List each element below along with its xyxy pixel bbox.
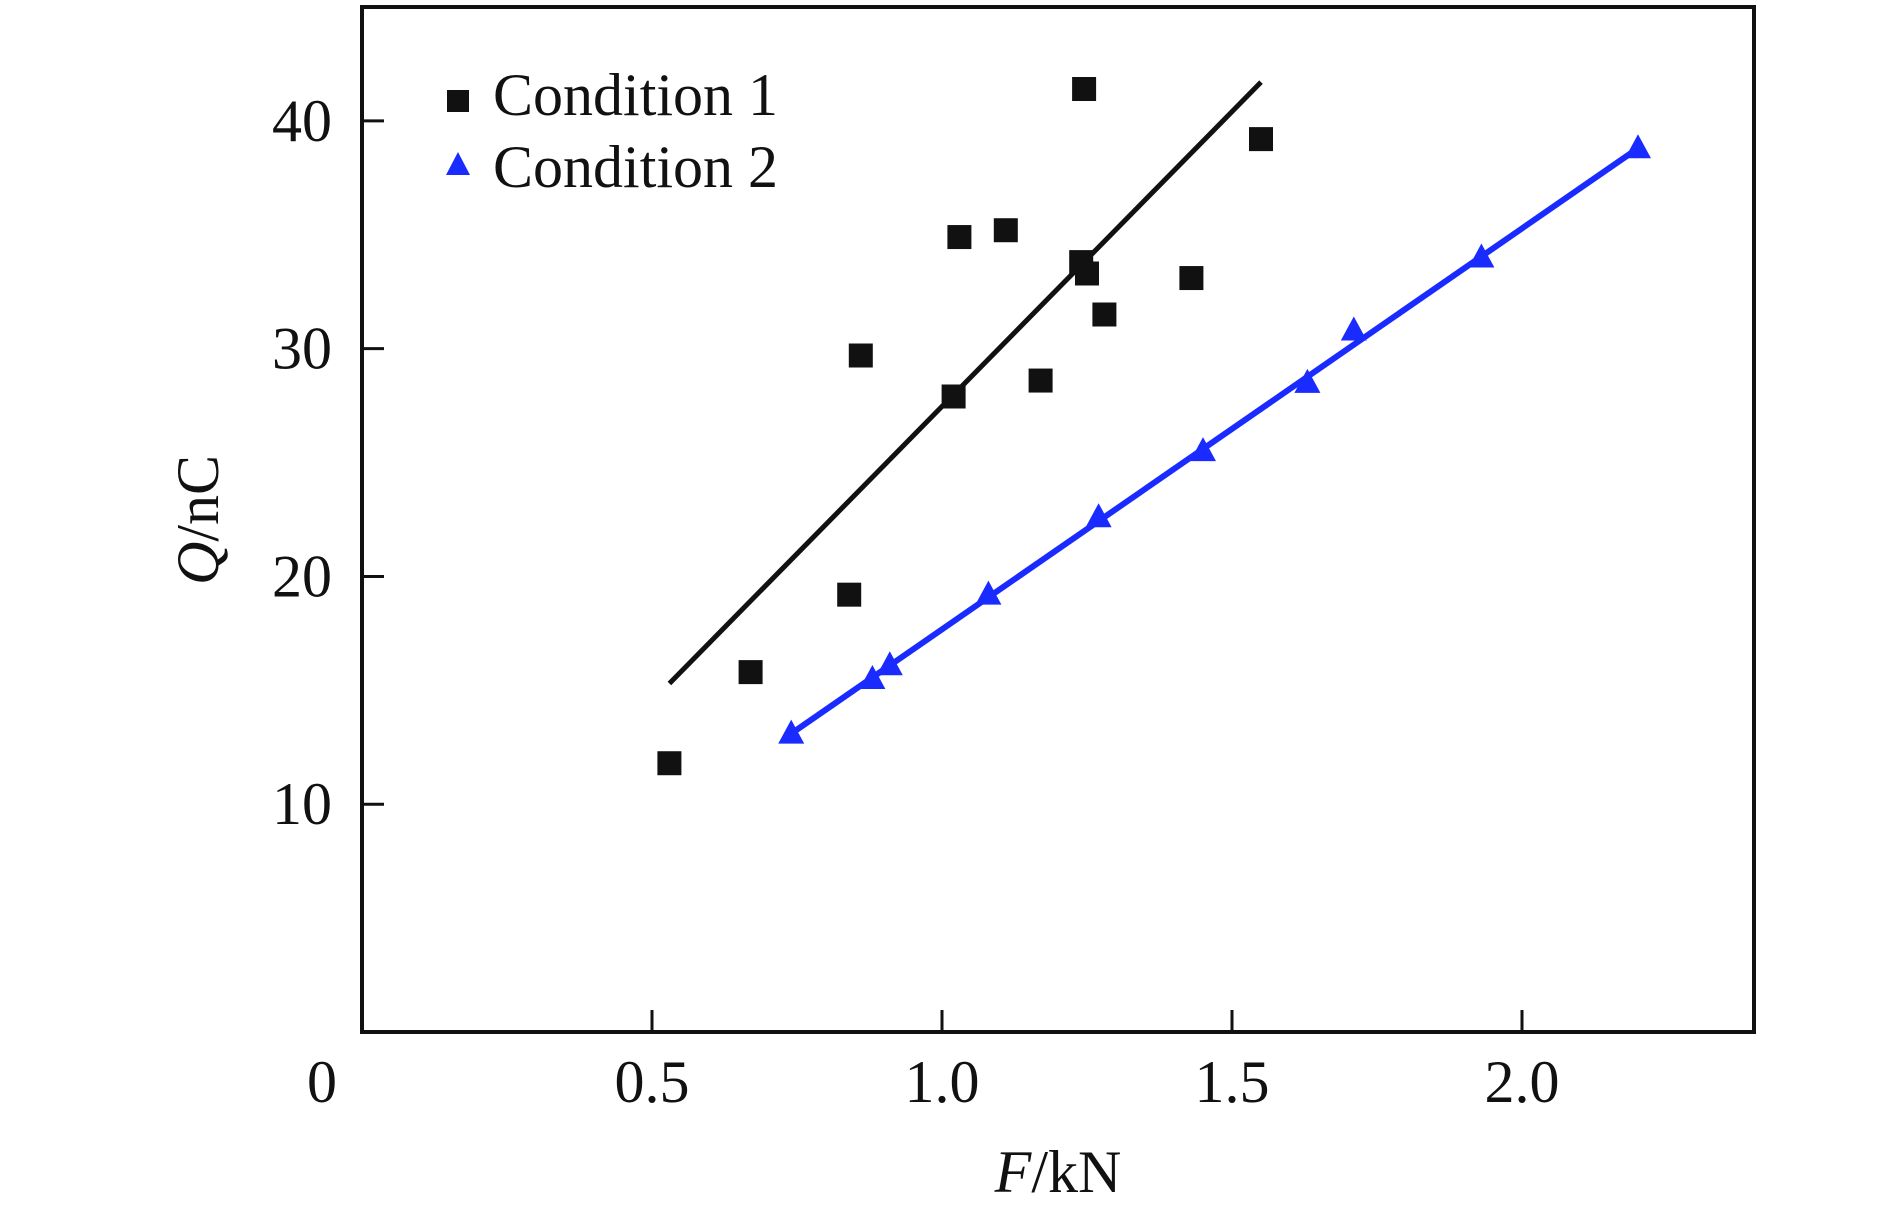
y-axis-title: Q/nC <box>165 455 231 585</box>
fit-line-condition-2 <box>789 145 1640 737</box>
y-axis-ticks: 10 20 30 40 <box>272 88 384 837</box>
x-tick-label: 2.0 <box>1485 1049 1560 1115</box>
point-condition-1 <box>837 582 862 607</box>
point-condition-1 <box>1179 266 1204 291</box>
legend-label-condition-2: Condition 2 <box>493 134 778 200</box>
x-tick-label: 1.5 <box>1195 1049 1270 1115</box>
legend-marker-condition-2 <box>446 152 470 175</box>
plot-frame <box>360 5 1756 1034</box>
fit-lines <box>667 80 1640 737</box>
y-tick-label: 10 <box>272 771 332 837</box>
fit-line-condition-1 <box>667 80 1263 686</box>
legend-label-condition-1: Condition 1 <box>493 62 778 128</box>
x-tick-label: 1.0 <box>905 1049 980 1115</box>
legend: Condition 1 Condition 2 <box>446 62 778 200</box>
point-condition-2 <box>1294 368 1321 393</box>
point-condition-1 <box>1028 368 1053 393</box>
point-condition-2 <box>1190 437 1216 462</box>
x-axis-title: F/kN <box>994 1139 1122 1205</box>
point-condition-2 <box>1085 503 1112 528</box>
y-tick-label: 30 <box>272 316 332 382</box>
point-condition-2 <box>1625 134 1651 159</box>
point-condition-1 <box>657 751 682 776</box>
point-condition-2 <box>876 651 903 676</box>
point-condition-2 <box>1468 243 1495 268</box>
point-condition-1 <box>1075 261 1099 286</box>
data-points <box>657 77 1651 776</box>
x-axis-ticks: 0.5 1.0 1.5 2.0 <box>615 1010 1560 1115</box>
origin-label: 0 <box>307 1049 337 1115</box>
point-condition-2 <box>975 580 1002 605</box>
y-tick-label: 20 <box>272 543 332 609</box>
point-condition-2 <box>1340 316 1367 341</box>
point-condition-1 <box>947 225 972 250</box>
point-condition-1 <box>738 660 763 685</box>
point-condition-1 <box>1072 77 1097 101</box>
point-condition-1 <box>1249 127 1273 152</box>
x-tick-label: 0.5 <box>615 1049 690 1115</box>
y-tick-label: 40 <box>272 88 332 154</box>
point-condition-2 <box>778 719 805 744</box>
point-condition-1 <box>941 384 966 409</box>
legend-marker-condition-1 <box>447 90 469 112</box>
point-condition-2 <box>859 664 886 689</box>
point-condition-1 <box>1092 302 1117 327</box>
point-condition-1 <box>993 218 1018 243</box>
point-condition-1 <box>848 343 873 368</box>
